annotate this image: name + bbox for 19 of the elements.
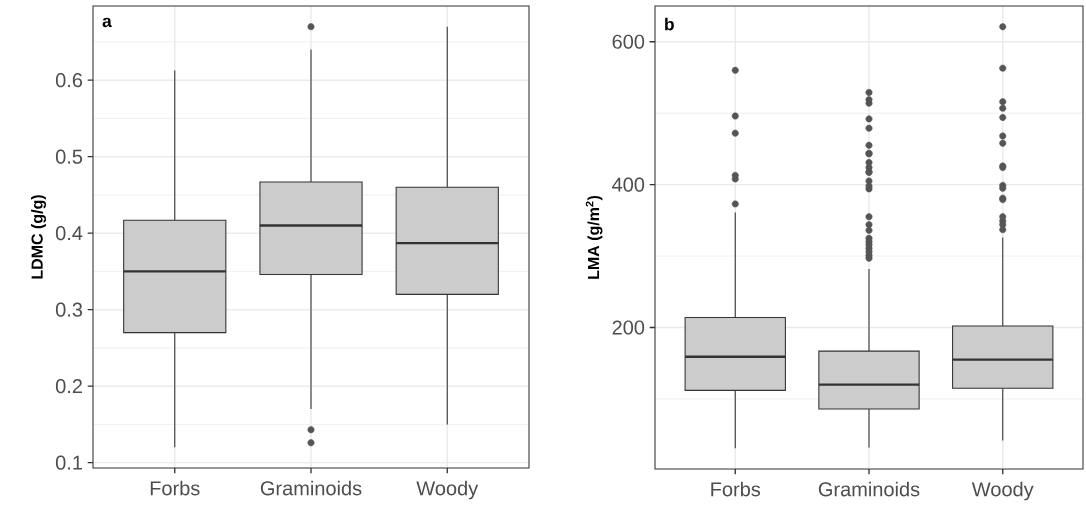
y-tick-label: 0.1 — [55, 455, 82, 470]
x-tick-label: Forbs — [711, 481, 761, 497]
x-tick-label: Forbs — [150, 480, 200, 496]
annotation: b — [665, 17, 674, 31]
y-tick-label: 200 — [612, 320, 645, 335]
y-axis-title: LDMC (g/g) — [31, 195, 46, 279]
x-tick-label: Woody — [416, 480, 479, 500]
y-tick-label: 0.6 — [55, 73, 83, 88]
x-tick-label: Graminoids — [260, 480, 362, 496]
y-tick-label: 0.3 — [55, 302, 83, 317]
y-tick-label: 0.2 — [55, 379, 82, 394]
y-tick-label: 0.5 — [55, 149, 83, 164]
y-tick-label: 400 — [612, 177, 645, 192]
x-tick-label: Graminoids — [818, 481, 920, 497]
y-axis-title: LMA (g/m$^{2}$) — [585, 195, 603, 279]
x-tick-label: Woody — [971, 481, 1034, 501]
y-tick-label: 600 — [612, 34, 645, 49]
y-tick-label: 0.4 — [55, 226, 83, 241]
annotation: a — [102, 17, 112, 28]
